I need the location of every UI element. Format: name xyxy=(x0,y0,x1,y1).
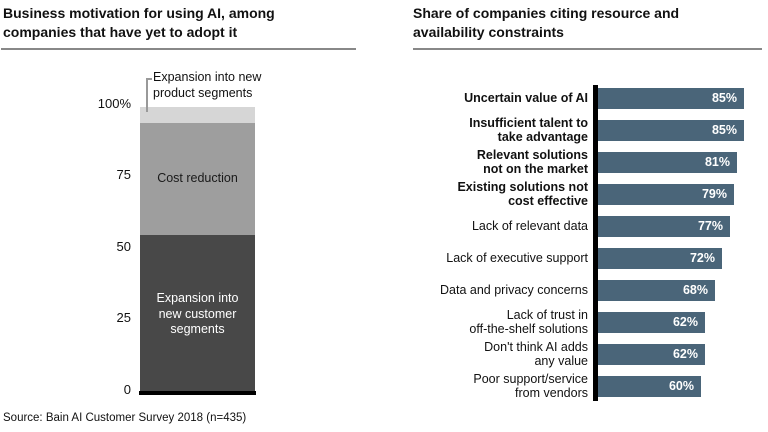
left-chart-title: Business motivation for using AI, among … xyxy=(3,5,275,40)
bar-category-label: Lack of executive support xyxy=(446,250,588,265)
y-tick-label: 75 xyxy=(116,167,131,182)
bar-row: Lack of trust in off-the-shelf solutions… xyxy=(398,306,768,338)
bar: 60% xyxy=(598,375,701,397)
bar-value-label: 85% xyxy=(711,123,737,137)
bar-value-label: 85% xyxy=(711,91,737,105)
bar-category-label: Lack of relevant data xyxy=(471,218,588,233)
right-title-rule xyxy=(413,48,762,50)
y-tick-label: 50 xyxy=(116,239,131,254)
bar-category-label: Uncertain value of AI xyxy=(464,90,588,105)
callout-connector-tick xyxy=(146,78,152,80)
bar-value-label: 62% xyxy=(672,315,698,329)
bar: 85% xyxy=(598,119,744,141)
bar-row: Uncertain value of AI 85% xyxy=(398,82,768,114)
bar-row: Don't think AI adds any value 62% xyxy=(398,338,768,370)
right-chart-title: Share of companies citing resource and a… xyxy=(413,5,680,40)
bar-value-label: 81% xyxy=(704,155,730,169)
y-tick-label: 100% xyxy=(97,96,131,111)
stack-segment: Expansion into new customer segments xyxy=(140,235,255,394)
bar: 62% xyxy=(598,343,705,365)
bar-category-label: Poor support/service from vendors xyxy=(473,371,588,401)
bar-value-label: 68% xyxy=(682,283,708,297)
y-tick-label: 0 xyxy=(123,382,131,397)
bar-category-label: Existing solutions not cost effective xyxy=(457,179,588,209)
stack-segment xyxy=(140,107,255,123)
y-axis-ticks: 100% 75 50 25 0 xyxy=(70,0,131,432)
bar: 72% xyxy=(598,247,722,269)
bar-category-label: Data and privacy concerns xyxy=(440,282,588,297)
bar: 68% xyxy=(598,279,715,301)
y-tick-label: 25 xyxy=(116,310,131,325)
callout-connector-line xyxy=(146,78,148,112)
bar-row: Existing solutions not cost effective 79% xyxy=(398,178,768,210)
category-axis-line xyxy=(593,85,598,401)
bar-value-label: 60% xyxy=(668,379,694,393)
bar: 62% xyxy=(598,311,705,333)
bar: 81% xyxy=(598,151,737,173)
stacked-bar: Cost reduction Expansion into new custome… xyxy=(140,107,255,394)
bar-row: Lack of executive support 72% xyxy=(398,242,768,274)
stack-segment: Cost reduction xyxy=(140,122,255,235)
bar: 79% xyxy=(598,183,734,205)
bar-row: Lack of relevant data 77% xyxy=(398,210,768,242)
bar-category-label: Insufficient talent to take advantage xyxy=(469,115,588,145)
bar-category-label: Lack of trust in off-the-shelf solutions xyxy=(469,307,588,337)
segment-callout-label: Expansion into new product segments xyxy=(153,70,262,100)
bar-row: Insufficient talent to take advantage 85% xyxy=(398,114,768,146)
bar-value-label: 79% xyxy=(701,187,727,201)
bar: 85% xyxy=(598,87,744,109)
bar-value-label: 62% xyxy=(672,347,698,361)
bar-row: Relevant solutions not on the market 81% xyxy=(398,146,768,178)
bar-category-label: Relevant solutions not on the market xyxy=(476,147,588,177)
bar: 77% xyxy=(598,215,730,237)
bar-value-label: 72% xyxy=(689,251,715,265)
x-axis-baseline xyxy=(139,391,256,395)
left-title-rule xyxy=(1,48,356,50)
constraint-rows: Uncertain value of AI 85% Insufficient tal… xyxy=(398,82,768,402)
source-note: Source: Bain AI Customer Survey 2018 (n=… xyxy=(3,412,247,424)
bar-category-label: Don't think AI adds any value xyxy=(484,339,588,369)
bar-row: Poor support/service from vendors 60% xyxy=(398,370,768,402)
bar-row: Data and privacy concerns 68% xyxy=(398,274,768,306)
bar-value-label: 77% xyxy=(697,219,723,233)
